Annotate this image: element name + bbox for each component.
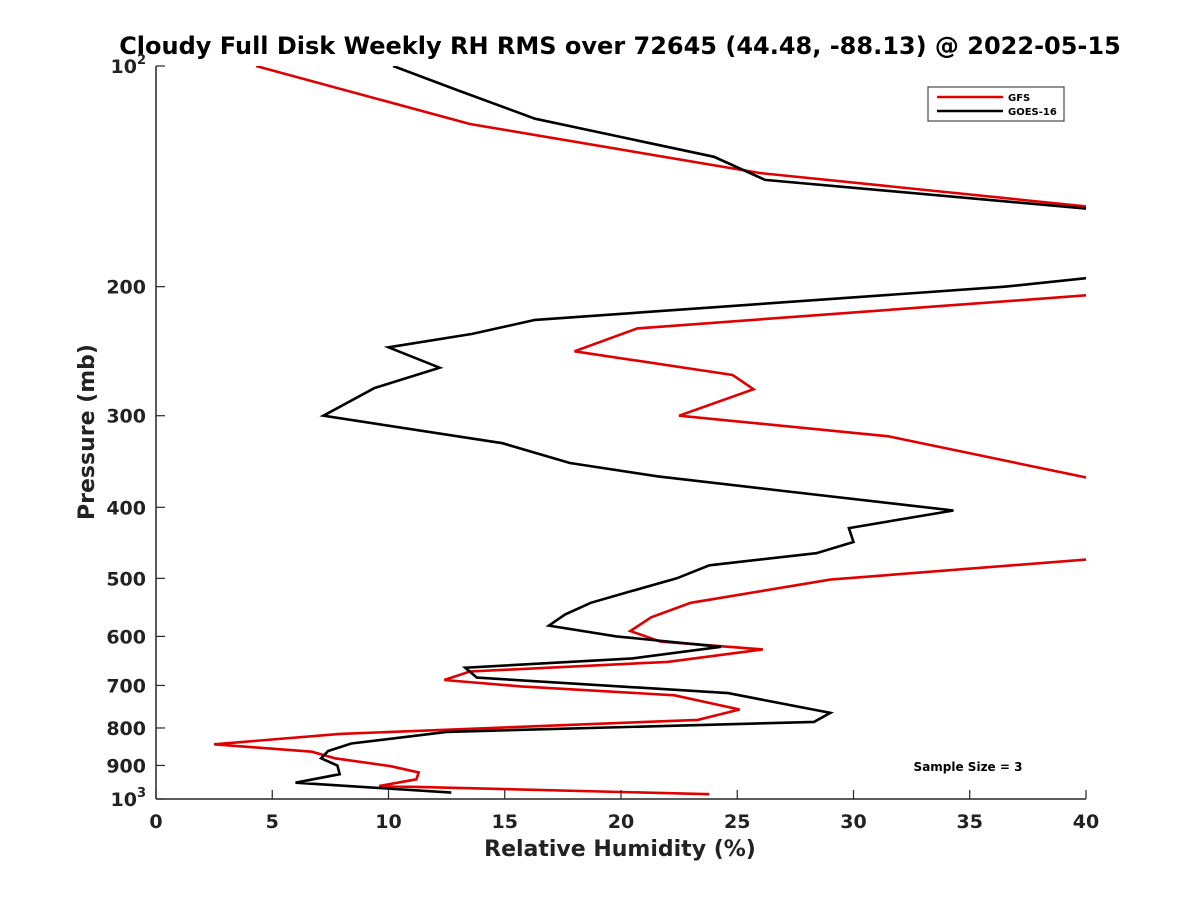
y-tick-label: 900 (106, 755, 146, 777)
y-tick-label: 200 (106, 277, 146, 299)
y-axis-ticks: 102 200 300 400 500 600 700 800 900 103 (106, 53, 165, 811)
sample-size-annotation: Sample Size = 3 (914, 760, 1023, 774)
y-tick-label: 103 (111, 786, 147, 811)
x-tick-label: 40 (1073, 811, 1099, 833)
legend-label: GOES-16 (1008, 107, 1057, 118)
series-layer (213, 66, 1086, 796)
x-tick-label: 20 (608, 811, 634, 833)
y-tick-label: 700 (106, 675, 146, 697)
y-tick-label: 300 (106, 406, 146, 428)
x-tick-label: 25 (724, 811, 750, 833)
legend-entries: GFS GOES-16 (937, 93, 1057, 118)
x-axis-ticks: 0 5 10 15 20 25 30 35 40 (149, 790, 1099, 833)
y-tick-label: 600 (106, 626, 146, 648)
x-tick-label: 35 (957, 811, 983, 833)
x-tick-label: 30 (840, 811, 866, 833)
x-axis-label: Relative Humidity (%) (484, 837, 756, 862)
x-tick-label: 5 (266, 811, 279, 833)
x-tick-label: 0 (149, 811, 162, 833)
legend-box (927, 86, 1065, 122)
y-tick-label: 500 (106, 568, 146, 590)
legend: GFS GOES-16 (927, 86, 1065, 122)
y-tick-label: 800 (106, 718, 146, 740)
legend-label: GFS (1008, 93, 1030, 104)
y-axis-label: Pressure (mb) (75, 344, 100, 520)
x-tick-label: 15 (492, 811, 518, 833)
y-tick-label: 102 (111, 53, 147, 78)
series-line-goes-16 (295, 66, 1086, 794)
chart-title: Cloudy Full Disk Weekly RH RMS over 7264… (119, 32, 1121, 60)
x-tick-label: 10 (375, 811, 401, 833)
y-tick-label: 400 (106, 497, 146, 519)
